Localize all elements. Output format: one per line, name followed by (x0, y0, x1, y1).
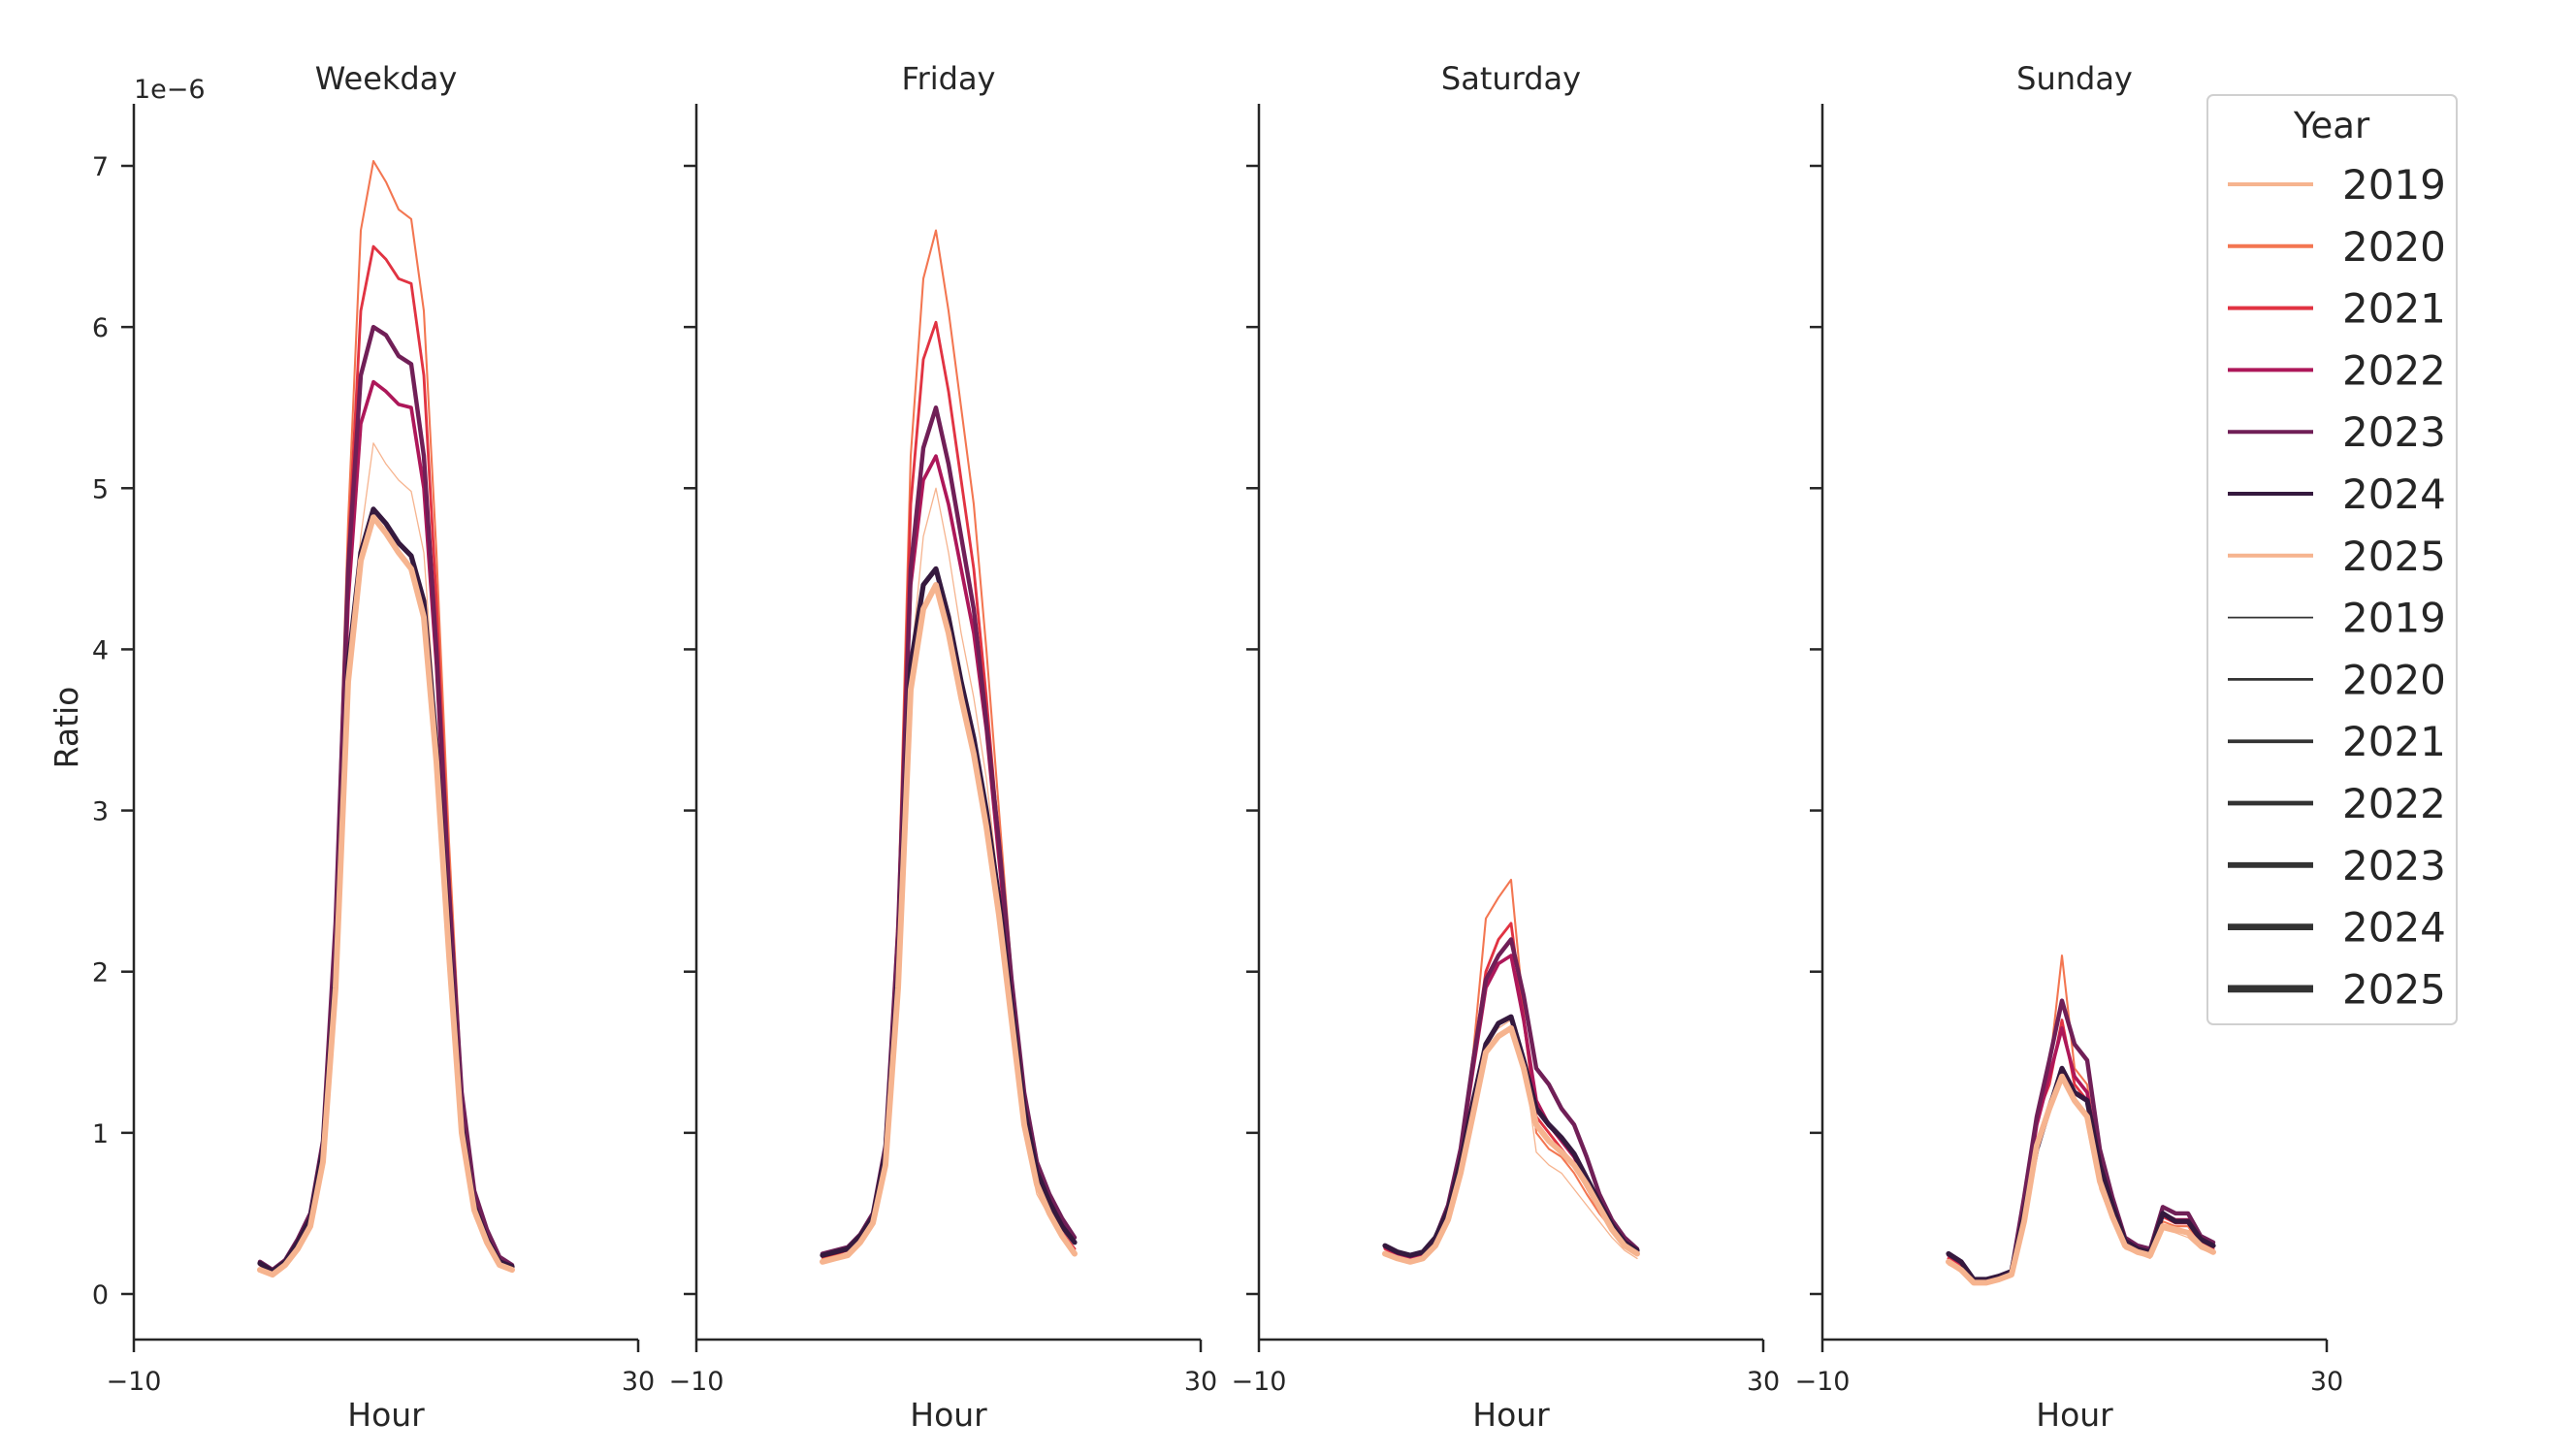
x-tick-label: −10 (1795, 1367, 1851, 1397)
x-tick-label: 30 (1184, 1367, 1217, 1397)
legend-label: 2024 (2342, 904, 2446, 952)
series-lines (1946, 954, 2216, 1286)
legend-label: 2019 (2342, 161, 2446, 209)
panel-sunday: Sunday −10 30 Hour (1795, 60, 2344, 1434)
legend-label: 2025 (2342, 533, 2446, 580)
x-axis-label: Hour (2036, 1396, 2113, 1434)
series-lines (820, 229, 1078, 1265)
legend-label: 2020 (2342, 656, 2446, 703)
x-tick-label: 30 (1747, 1367, 1780, 1397)
series-line-2024 (1946, 1065, 2216, 1282)
y-tick-label: 4 (92, 635, 109, 665)
legend-entries: 2019 2020 2021 2022 2023 2024 2025 2019 2020 2021… (2228, 161, 2446, 1013)
legend-label: 2022 (2342, 780, 2446, 827)
panel-saturday: Saturday −10 30 Hour (1232, 60, 1781, 1434)
legend-label: 2025 (2342, 965, 2446, 1013)
y-tick-label: 7 (92, 152, 109, 182)
x-axis-label: Hour (347, 1396, 425, 1434)
panel-title: Saturday (1441, 60, 1581, 97)
legend-label: 2021 (2342, 285, 2446, 333)
panel-title: Friday (902, 60, 996, 97)
legend-label: 2020 (2342, 223, 2446, 271)
legend-label: 2022 (2342, 346, 2446, 394)
series-line-2025 (1382, 1024, 1640, 1265)
x-tick-label: −10 (107, 1367, 162, 1397)
legend: Year 2019 2020 2021 2022 2023 2024 2025 2019 202… (2206, 94, 2458, 1025)
x-tick-label: 30 (622, 1367, 655, 1397)
panel-weekday: Weekday 0 1 2 3 4 5 6 7 −10 30 Hour (92, 60, 655, 1434)
y-tick-label: 1 (92, 1119, 109, 1149)
y-tick-label: 5 (92, 474, 109, 504)
legend-label: 2024 (2342, 470, 2446, 518)
x-axis-label: Hour (910, 1396, 987, 1434)
x-axis-label: Hour (1472, 1396, 1550, 1434)
x-tick-label: 30 (2310, 1367, 2343, 1397)
x-tick-label: −10 (1232, 1367, 1287, 1397)
panel-title: Weekday (315, 60, 458, 97)
y-tick-label: 3 (92, 797, 109, 827)
y-axis-label: Ratio (48, 687, 85, 769)
series-line-2025 (1946, 1073, 2216, 1286)
legend-title: Year (2293, 105, 2370, 146)
x-tick-label: −10 (669, 1367, 724, 1397)
series-line-2025 (257, 514, 515, 1278)
y-tick-label: 2 (92, 958, 109, 988)
y-scale-label: 1e−6 (134, 75, 206, 105)
legend-frame (2206, 94, 2458, 1025)
series-line-2025 (820, 582, 1078, 1265)
y-tick-label: 6 (92, 313, 109, 343)
legend-label: 2023 (2342, 842, 2446, 889)
series-lines (1382, 878, 1640, 1265)
legend-label: 2019 (2342, 595, 2446, 642)
panel-friday: Friday −10 30 Hour (669, 60, 1218, 1434)
y-tick-label: 0 (92, 1280, 109, 1310)
legend-label: 2023 (2342, 408, 2446, 456)
panel-title: Sunday (2016, 60, 2133, 97)
series-lines (257, 159, 515, 1278)
legend-label: 2021 (2342, 718, 2446, 765)
